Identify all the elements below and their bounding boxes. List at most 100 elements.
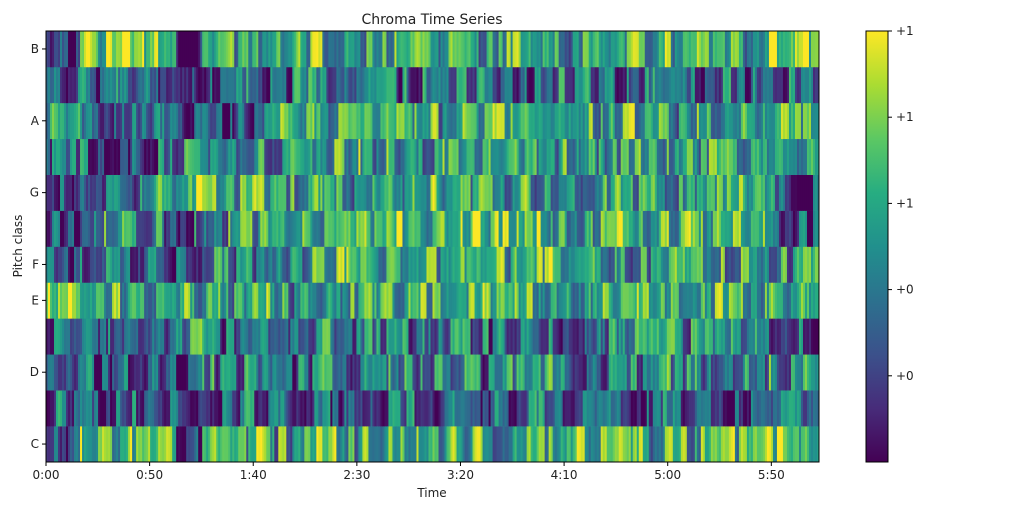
heatmap-cell [184,318,187,355]
heatmap-cell [484,31,487,68]
heatmap-cell [58,282,61,319]
heatmap-cell [604,354,608,391]
heatmap-cell [398,390,401,427]
heatmap-cell [332,246,335,283]
heatmap-cell [798,390,802,427]
heatmap-cell [272,282,275,319]
heatmap-cell [602,210,606,247]
heatmap-cell [520,138,524,175]
heatmap-cell [216,426,219,462]
heatmap-cell [438,354,441,391]
heatmap-cell [698,354,702,391]
heatmap-cell [512,246,515,283]
heatmap-cell [706,174,710,211]
heatmap-cell [608,138,612,175]
heatmap-cell [532,31,536,68]
heatmap-cell [772,174,776,211]
heatmap-cell [170,390,173,427]
heatmap-cell [428,390,431,427]
heatmap-cell [764,390,768,427]
heatmap-cell [530,102,534,140]
heatmap-cell [116,31,119,68]
heatmap-cell [236,246,239,283]
heatmap-cell [638,31,642,68]
heatmap-cell [632,174,636,211]
heatmap-cell [418,426,421,462]
heatmap-cell [92,138,95,175]
heatmap-cell [694,318,698,355]
heatmap-cell [440,138,443,175]
heatmap-cell [592,390,596,427]
heatmap-cell [166,318,169,355]
heatmap-cell [174,282,177,319]
heatmap-cell [226,66,229,104]
heatmap-cell [476,31,479,68]
heatmap-cell [74,282,77,319]
heatmap-cell [240,31,243,68]
heatmap-cell [462,390,465,427]
heatmap-cell [724,31,728,68]
heatmap-cell [542,426,546,462]
heatmap-cell [704,138,708,175]
heatmap-cell [336,282,339,319]
heatmap-cell [752,102,756,140]
heatmap-cell [484,210,487,247]
heatmap-cell [102,426,105,462]
heatmap-cell [376,66,379,104]
heatmap-cell [498,66,501,104]
colorbar-tick-label: +0 [896,283,914,297]
heatmap-cell [726,426,730,462]
heatmap-cell [570,138,574,175]
heatmap-cell [94,426,97,462]
heatmap-cell [348,210,351,247]
heatmap-cell [382,246,385,283]
heatmap-cell [534,318,538,355]
heatmap-cell [152,390,155,427]
heatmap-cell [304,66,307,104]
heatmap-cell [568,426,572,462]
heatmap-cell [432,246,435,283]
heatmap-cell [246,138,249,175]
heatmap-cell [538,210,542,247]
heatmap-cell [170,246,173,283]
heatmap-cell [120,354,123,391]
heatmap-cell [278,66,281,104]
heatmap-cell [236,31,239,68]
heatmap-cell [668,318,672,355]
heatmap-cell [510,102,513,140]
heatmap-cell [574,246,578,283]
heatmap-cell [334,246,337,283]
heatmap-cell [630,246,634,283]
heatmap-cell [294,390,297,427]
heatmap-cell [580,102,584,140]
heatmap-cell [516,282,520,319]
heatmap-cell [306,354,309,391]
heatmap-cell [670,354,674,391]
heatmap-cell [352,138,355,175]
heatmap-cell [350,318,353,355]
heatmap-cell [260,102,263,140]
heatmap-cell [442,354,445,391]
heatmap-cell [150,246,153,283]
heatmap-cell [616,174,620,211]
heatmap-cell [654,354,658,391]
heatmap-cell [130,31,133,68]
heatmap-cell [560,390,564,427]
heatmap-cell [256,282,259,319]
heatmap-cell [236,102,239,140]
heatmap-cell [80,102,83,140]
heatmap-cell [338,246,341,283]
heatmap-cell [388,210,391,247]
heatmap-cell [206,66,209,104]
heatmap-cell [614,282,618,319]
heatmap-cell [466,31,469,68]
heatmap-cell [590,318,594,355]
heatmap-cell [792,31,796,68]
heatmap-cell [494,246,497,283]
heatmap-cell [174,31,177,68]
heatmap-cell [768,31,772,68]
heatmap-cell [266,354,269,391]
heatmap-cell [88,282,91,319]
heatmap-cell [212,318,215,355]
heatmap-cell [658,354,662,391]
